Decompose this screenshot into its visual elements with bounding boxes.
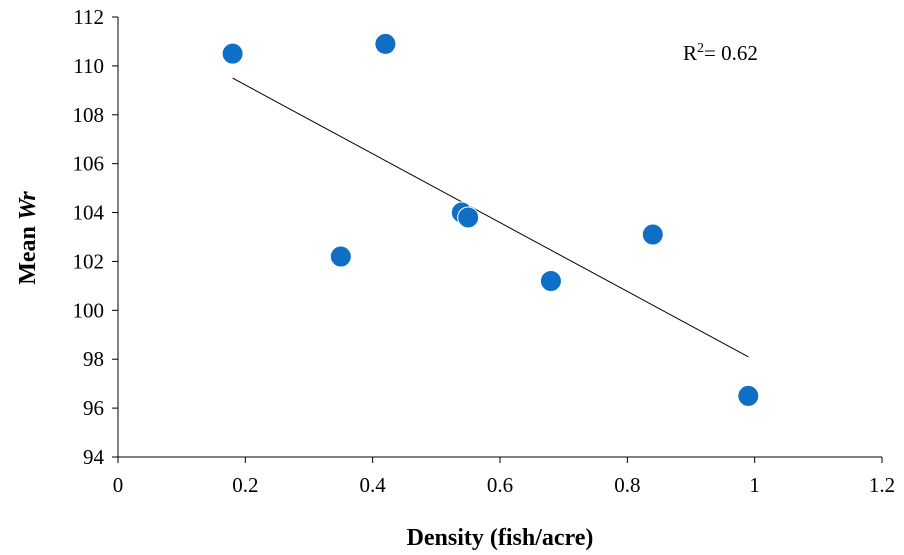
- y-tick-label: 104: [73, 201, 105, 225]
- data-point: [374, 32, 397, 55]
- y-axis-title: Mean Wr: [15, 191, 41, 285]
- data-point: [329, 245, 352, 268]
- y-tick-label: 96: [83, 396, 104, 420]
- y-tick-label: 108: [73, 103, 105, 127]
- trendline: [232, 77, 749, 358]
- y-tick-label: 94: [83, 445, 105, 469]
- y-tick-label: 100: [73, 298, 105, 322]
- x-tick-label: 0.2: [232, 473, 258, 497]
- tick-labels: 94 96 98 100 102 104 106 108 110 112 0 0.2 0.4 0.6 0.8…: [73, 5, 896, 497]
- y-tick-label: 106: [73, 152, 105, 176]
- y-tick-label: 112: [73, 5, 104, 29]
- x-tick-label: 0.6: [487, 473, 513, 497]
- data-point: [641, 223, 664, 246]
- x-axis-title: Density (fish/acre): [407, 525, 594, 551]
- x-tick-label: 0.4: [360, 473, 387, 497]
- x-tick-label: 0: [113, 473, 124, 497]
- y-tick-label: 110: [73, 54, 104, 78]
- y-tick-label: 98: [83, 347, 104, 371]
- data-point: [221, 42, 244, 65]
- data-point: [737, 384, 760, 407]
- data-point: [457, 206, 480, 229]
- axes: [112, 16, 883, 463]
- y-tick-label: 102: [73, 249, 105, 273]
- data-point: [539, 270, 562, 292]
- data-points: [221, 32, 760, 407]
- x-tick-label: 1: [749, 473, 760, 497]
- x-tick-label: 1.2: [869, 473, 895, 497]
- r-squared-annotation: R2= 0.62: [683, 41, 758, 65]
- x-tick-label: 0.8: [614, 473, 640, 497]
